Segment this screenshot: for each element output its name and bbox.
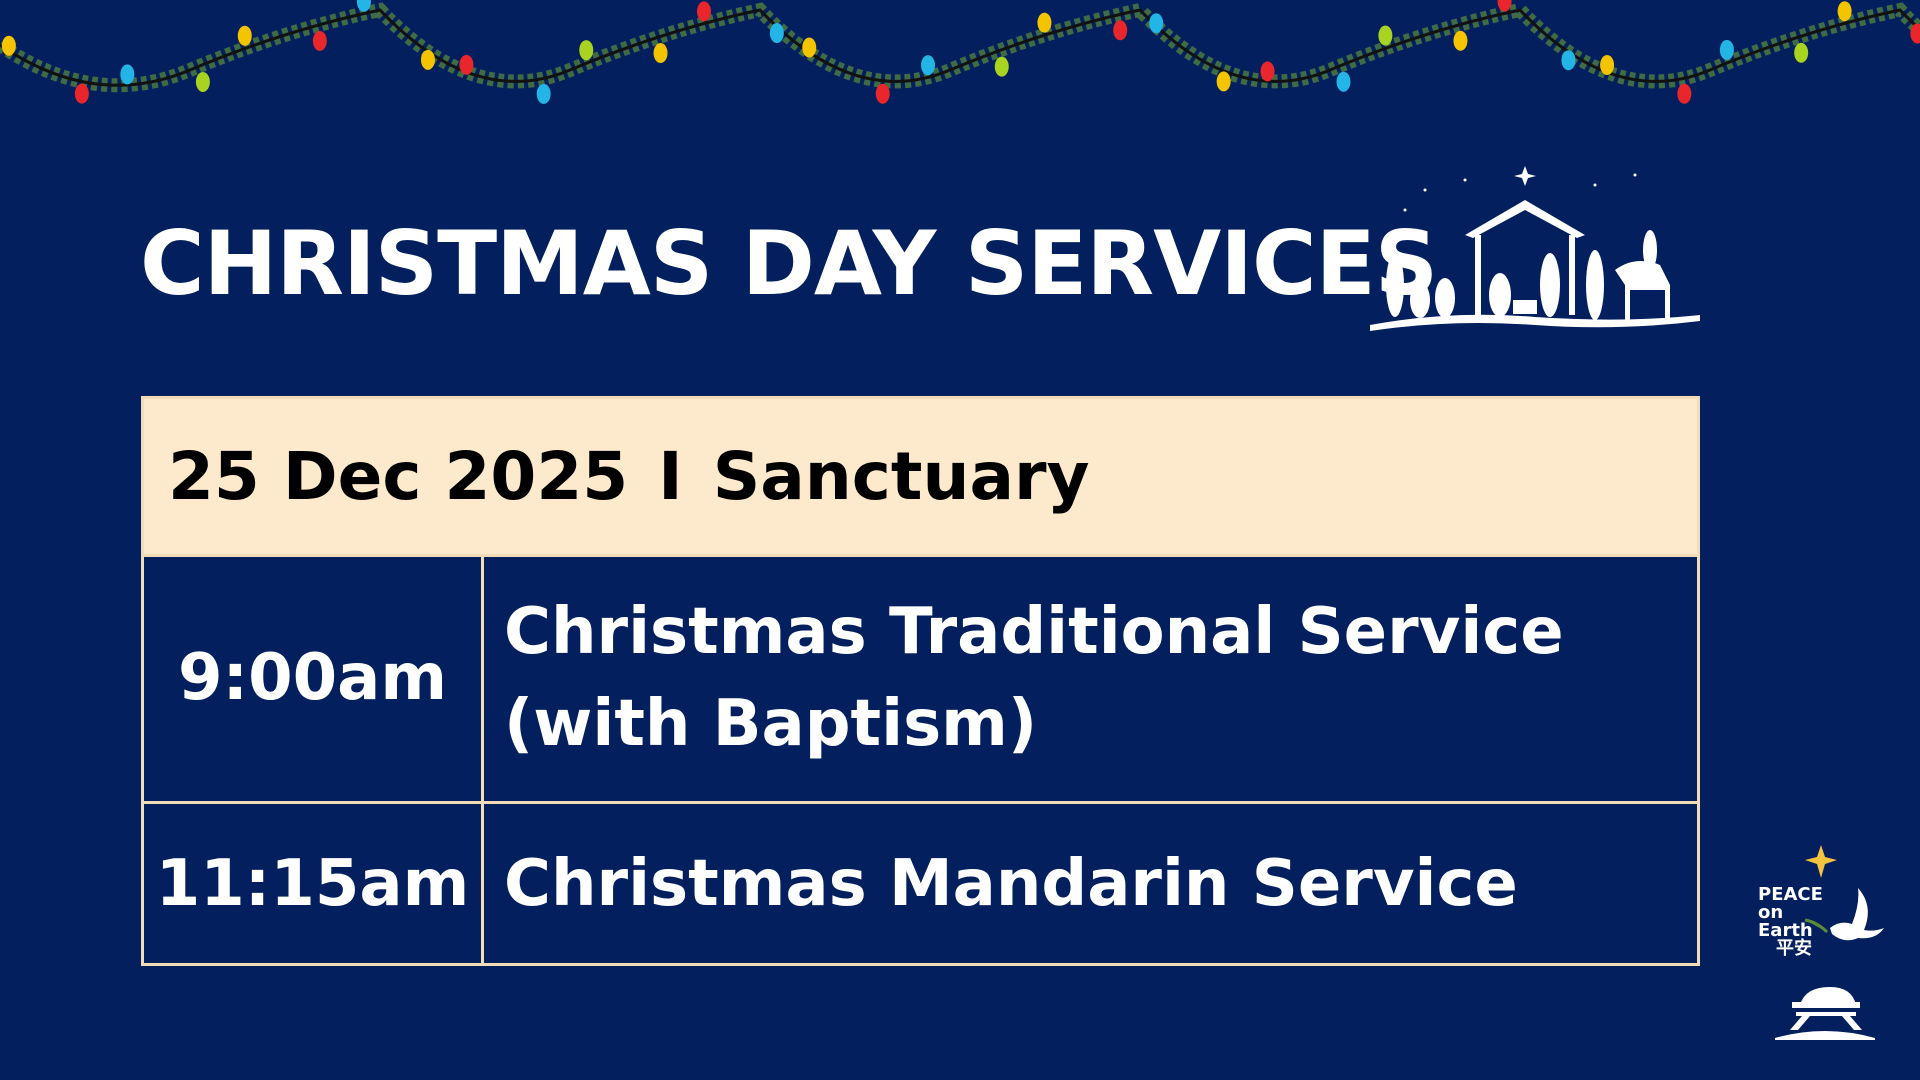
date-venue-header: 25 Dec 2025 I Sanctuary xyxy=(144,399,1697,557)
light-bulb-icon xyxy=(74,83,89,104)
light-bulb-icon xyxy=(875,83,890,104)
light-bulb-icon xyxy=(1260,61,1275,82)
service-name-line: Christmas Traditional Service xyxy=(504,594,1564,669)
light-bulb-icon xyxy=(120,64,135,85)
light-bulb-icon xyxy=(1497,0,1512,12)
light-bulb-icon xyxy=(1837,1,1852,22)
star-icon xyxy=(1805,845,1837,878)
light-bulb-icon xyxy=(1113,20,1128,41)
light-bulb-icon xyxy=(195,71,210,92)
service-name: Christmas Traditional Service (with Bapt… xyxy=(484,554,1697,801)
light-bulb-icon xyxy=(994,56,1009,77)
light-bulb-icon xyxy=(1378,25,1393,46)
service-name-line: (with Baptism) xyxy=(504,686,1038,761)
separator: I xyxy=(658,438,683,515)
light-bulb-icon xyxy=(1453,30,1468,51)
light-bulb-icon xyxy=(459,54,474,75)
service-date: 25 Dec 2025 xyxy=(168,438,629,515)
table-row: 9:00am Christmas Traditional Service (wi… xyxy=(144,554,1697,804)
light-bulb-icon xyxy=(1677,83,1692,104)
light-bulb-icon xyxy=(237,25,252,46)
nativity-scene-icon xyxy=(1370,166,1700,331)
light-bulb-icon xyxy=(420,49,435,70)
services-table: 25 Dec 2025 I Sanctuary 9:00am Christmas… xyxy=(141,396,1700,966)
service-name-line: Christmas Mandarin Service xyxy=(504,846,1518,921)
page-title: CHRISTMAS DAY SERVICES xyxy=(140,212,1438,315)
peace-on-earth-logo: PEACE on Earth 平安 xyxy=(1750,830,1890,1040)
light-bulb-icon xyxy=(802,37,817,58)
christmas-lights-garland-icon xyxy=(0,0,1920,104)
light-bulb-icon xyxy=(920,55,935,76)
light-bulb-icon xyxy=(1910,23,1920,44)
light-bulb-icon xyxy=(356,0,371,12)
logo-text: PEACE xyxy=(1758,884,1823,905)
light-bulb-icon xyxy=(1561,50,1576,71)
service-venue: Sanctuary xyxy=(712,438,1090,515)
light-bulb-icon xyxy=(1216,71,1231,92)
dove-icon xyxy=(1830,888,1884,941)
logo-text: Earth xyxy=(1758,920,1813,941)
light-bulb-icon xyxy=(696,1,711,22)
service-name: Christmas Mandarin Service xyxy=(484,804,1697,963)
light-bulb-icon xyxy=(579,40,594,61)
service-time: 11:15am xyxy=(144,804,484,963)
table-row: 11:15am Christmas Mandarin Service xyxy=(144,804,1697,963)
light-bulb-icon xyxy=(769,23,784,44)
light-bulb-icon xyxy=(312,30,327,51)
light-bulb-icon xyxy=(1600,55,1615,76)
light-bulb-icon xyxy=(1,35,16,56)
light-bulb-icon xyxy=(1037,12,1052,33)
service-time: 9:00am xyxy=(144,554,484,801)
light-bulb-icon xyxy=(536,83,551,104)
light-bulb-icon xyxy=(1719,39,1734,60)
light-bulb-icon xyxy=(1149,13,1164,34)
manger-icon xyxy=(1775,987,1875,1040)
logo-text: 平安 xyxy=(1776,938,1812,959)
light-bulb-icon xyxy=(1336,71,1351,92)
light-bulb-icon xyxy=(1794,42,1809,63)
logo-text: on xyxy=(1758,902,1784,923)
light-bulb-icon xyxy=(653,43,668,64)
